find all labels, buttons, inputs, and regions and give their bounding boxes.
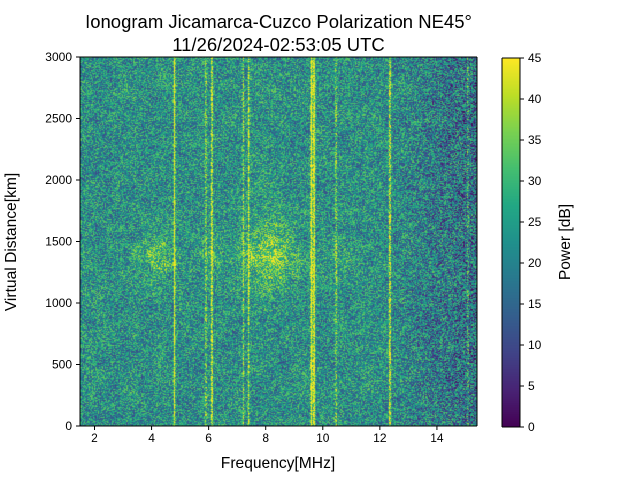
svg-text:40: 40: [528, 92, 542, 106]
svg-text:6: 6: [205, 431, 212, 445]
svg-text:15: 15: [528, 297, 542, 311]
svg-text:3000: 3000: [45, 50, 72, 64]
svg-text:500: 500: [52, 358, 72, 372]
svg-text:10: 10: [528, 338, 542, 352]
svg-text:20: 20: [528, 256, 542, 270]
svg-text:2: 2: [91, 431, 98, 445]
svg-text:14: 14: [430, 431, 444, 445]
svg-text:45: 45: [528, 51, 542, 65]
svg-text:2000: 2000: [45, 173, 72, 187]
svg-text:4: 4: [148, 431, 155, 445]
svg-text:0: 0: [65, 419, 72, 433]
svg-text:10: 10: [316, 431, 330, 445]
svg-text:5: 5: [528, 379, 535, 393]
svg-text:12: 12: [373, 431, 387, 445]
svg-text:30: 30: [528, 174, 542, 188]
svg-text:25: 25: [528, 215, 542, 229]
svg-text:1000: 1000: [45, 296, 72, 310]
svg-text:0: 0: [528, 420, 535, 434]
svg-text:8: 8: [262, 431, 269, 445]
svg-text:2500: 2500: [45, 112, 72, 126]
svg-text:35: 35: [528, 133, 542, 147]
svg-text:1500: 1500: [45, 235, 72, 249]
